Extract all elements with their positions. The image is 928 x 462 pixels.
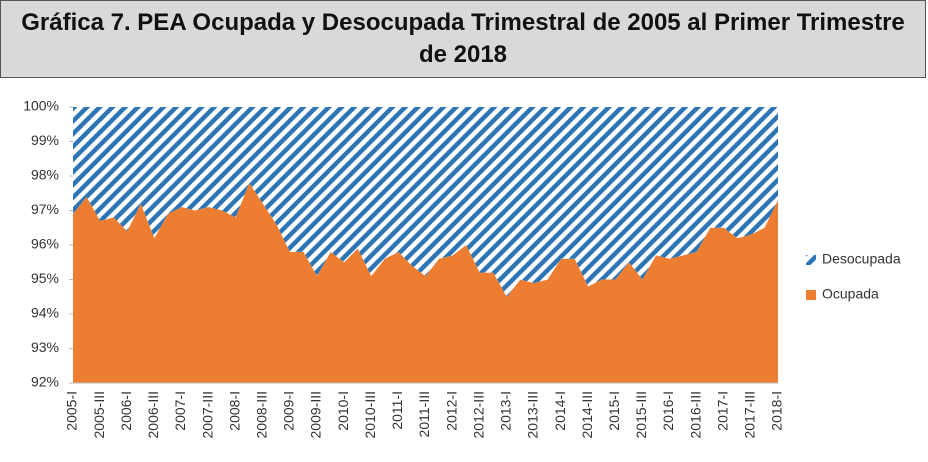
- y-tick-label: 99%: [31, 132, 59, 148]
- x-tick-label: 2013-III: [525, 391, 541, 438]
- x-tick-label: 2017-I: [714, 391, 730, 431]
- x-tick-label: 2006-III: [145, 391, 161, 438]
- x-tick-label: 2016-I: [660, 391, 676, 431]
- y-tick-label: 93%: [31, 339, 59, 355]
- y-tick-label: 98%: [31, 167, 59, 183]
- y-tick-label: 95%: [31, 270, 59, 286]
- x-tick-label: 2005-III: [91, 391, 107, 438]
- legend-label: Desocupada: [822, 251, 901, 267]
- y-tick-label: 92%: [31, 374, 59, 390]
- x-tick-label: 2010-I: [335, 391, 351, 431]
- x-tick-label: 2008-III: [254, 391, 270, 438]
- x-tick-label: 2018-I: [769, 391, 785, 431]
- x-tick-label: 2015-I: [606, 391, 622, 431]
- x-tick-label: 2008-I: [226, 391, 242, 431]
- x-tick-label: 2011-I: [389, 391, 405, 430]
- x-tick-label: 2009-III: [308, 391, 324, 438]
- x-tick-label: 2012-III: [470, 391, 486, 438]
- y-tick-label: 96%: [31, 236, 59, 252]
- x-tick-label: 2011-III: [416, 391, 432, 437]
- legend-label: Ocupada: [822, 286, 879, 302]
- x-tick-label: 2012-I: [443, 391, 459, 431]
- area: [73, 182, 778, 383]
- x-tick-label: 2014-I: [552, 391, 568, 431]
- area: [73, 107, 778, 297]
- legend-swatch: [806, 290, 816, 300]
- y-tick-label: 97%: [31, 201, 59, 217]
- chart-title: Gráfica 7. PEA Ocupada y Desocupada Trim…: [0, 0, 926, 78]
- y-tick-label: 100%: [23, 98, 59, 114]
- x-tick-label: 2006-I: [118, 391, 134, 431]
- x-tick-label: 2007-I: [172, 391, 188, 431]
- x-tick-label: 2009-I: [281, 391, 297, 431]
- x-tick-label: 2013-I: [498, 391, 514, 431]
- x-tick-label: 2007-III: [199, 391, 215, 438]
- legend-swatch: [806, 255, 816, 265]
- x-tick-label: 2017-III: [742, 391, 758, 438]
- x-tick-label: 2010-III: [362, 391, 378, 438]
- x-tick-label: 2014-III: [579, 391, 595, 438]
- x-tick-label: 2016-III: [687, 391, 703, 438]
- x-tick-label: 2015-III: [633, 391, 649, 438]
- x-tick-label: 2005-I: [64, 391, 80, 431]
- y-tick-label: 94%: [31, 305, 59, 321]
